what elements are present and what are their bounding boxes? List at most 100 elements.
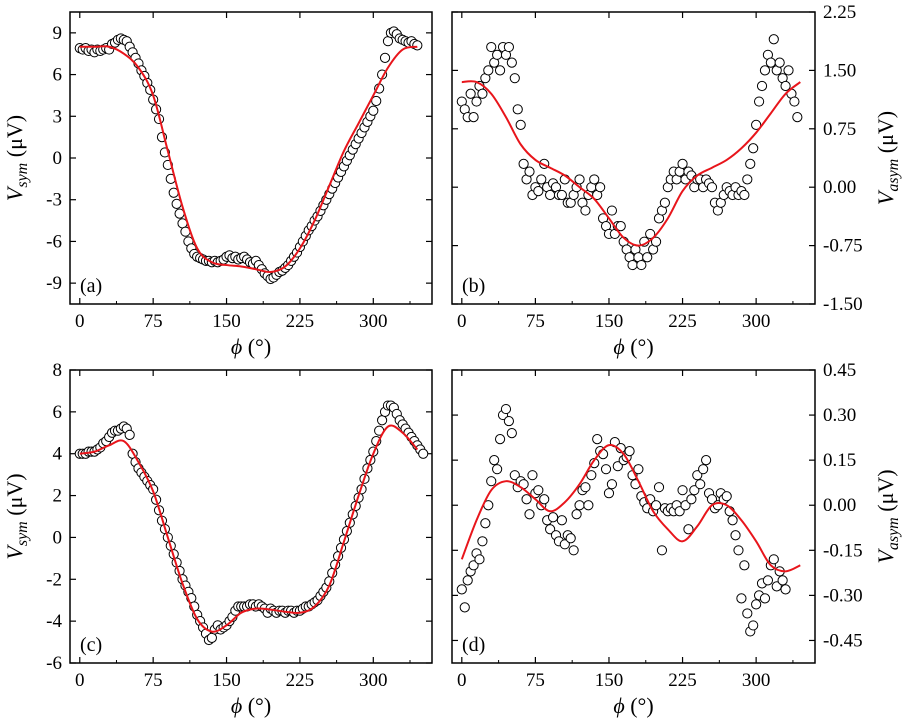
data-point [624, 446, 635, 457]
data-point [733, 545, 744, 556]
y-tick-label: -1.50 [823, 294, 863, 315]
data-point [206, 632, 217, 643]
panel-label: (d) [462, 634, 485, 656]
data-point [674, 506, 685, 517]
data-point [456, 584, 467, 595]
data-point [583, 500, 594, 511]
y-tick-label: 6 [53, 402, 63, 423]
data-point [465, 88, 476, 99]
y-axis-unit: (μV) [2, 473, 27, 521]
y-axis-sub: asym [885, 159, 902, 192]
data-point [503, 41, 515, 53]
data-point [545, 524, 556, 535]
data-point [759, 65, 771, 76]
data-point [742, 174, 753, 185]
data-point [689, 485, 700, 496]
data-point [124, 429, 135, 440]
y-axis-title: Vasym (μV) [873, 111, 902, 205]
x-tick-label: 150 [595, 670, 624, 691]
x-tick-label: 150 [212, 311, 241, 332]
data-point [545, 189, 556, 201]
data-point [765, 57, 776, 68]
y-tick-label: -6 [46, 231, 62, 252]
data-point [650, 500, 662, 511]
data-point [565, 533, 576, 544]
data-point [592, 434, 603, 445]
y-tick-label: -0.30 [823, 585, 863, 606]
data-point [603, 488, 615, 499]
data-point [686, 494, 697, 505]
x-tick-label: 300 [359, 670, 388, 691]
data-point [680, 500, 691, 511]
y-axis-base: V [2, 185, 27, 201]
y-tick-label: 4 [53, 444, 63, 465]
data-point [692, 470, 703, 481]
data-point [586, 470, 597, 481]
x-tick-label: 150 [595, 311, 624, 332]
data-point [677, 158, 688, 169]
y-tick-label: 1.50 [823, 60, 856, 81]
data-point [500, 403, 512, 415]
fit-curve [79, 424, 419, 633]
data-point [536, 174, 547, 185]
data-point [506, 428, 517, 439]
x-axis-title: ϕ (°) [613, 334, 653, 359]
data-point [489, 455, 500, 466]
data-point [477, 536, 488, 547]
data-point [462, 575, 473, 586]
y-tick-label: 0 [53, 527, 63, 548]
data-point [748, 620, 759, 631]
data-point [633, 464, 644, 475]
y-tick-label: 0.75 [823, 119, 856, 140]
plot-frame-d [451, 369, 816, 664]
y-tick-label: 2 [53, 486, 63, 507]
data-point [574, 174, 585, 185]
data-point [580, 482, 591, 493]
data-point [556, 515, 567, 526]
y-axis-base: V [2, 544, 27, 560]
y-axis-title: Vsym (μV) [2, 115, 31, 201]
data-point [653, 482, 665, 493]
data-point [751, 119, 762, 131]
y-tick-label: -0.75 [823, 236, 863, 257]
data-point [521, 494, 532, 505]
data-point [792, 112, 803, 123]
x-tick-label: 300 [359, 311, 388, 332]
data-point [468, 112, 479, 123]
data-point [533, 185, 544, 197]
y-tick-label: -6 [46, 653, 62, 674]
data-point [483, 65, 494, 76]
panel-c: 0 75 150 225 300 -6 -4 -2 0 2 4 6 8 ϕ (°) Vsym (μV) (c) [2, 360, 433, 718]
data-point [783, 65, 794, 76]
x-axis-title: ϕ (°) [231, 693, 271, 718]
data-point [636, 259, 647, 271]
data-point [759, 593, 771, 604]
x-tick-label: 0 [75, 311, 85, 332]
data-point [533, 485, 544, 496]
data-point [580, 205, 591, 216]
y-tick-label: 0.15 [823, 450, 856, 471]
data-point [768, 554, 779, 565]
data-point [774, 57, 785, 68]
y-tick-label: -4 [46, 611, 62, 632]
data-point [683, 524, 694, 535]
data-point [745, 158, 756, 169]
panel-d: 0 75 150 225 300 -0.45 -0.30 -0.15 0.00 0.15 0.30 0… [451, 360, 902, 718]
data-point [571, 509, 582, 520]
y-axis-sub: sym [14, 521, 31, 546]
data-point [547, 512, 559, 523]
data-point [780, 584, 791, 595]
y-tick-label: -9 [46, 273, 62, 294]
data-point [506, 57, 517, 68]
panel-label: (b) [462, 275, 485, 297]
data-point [751, 599, 762, 610]
plot-frame-b [451, 11, 816, 305]
data-point [677, 485, 688, 496]
x-axis-title: ϕ (°) [231, 334, 271, 359]
x-tick-label: 0 [457, 670, 467, 691]
data-point [756, 80, 768, 92]
x-tick-label: 0 [457, 311, 467, 332]
data-point [418, 448, 429, 459]
panel-label: (c) [80, 634, 102, 656]
data-point [539, 494, 550, 505]
